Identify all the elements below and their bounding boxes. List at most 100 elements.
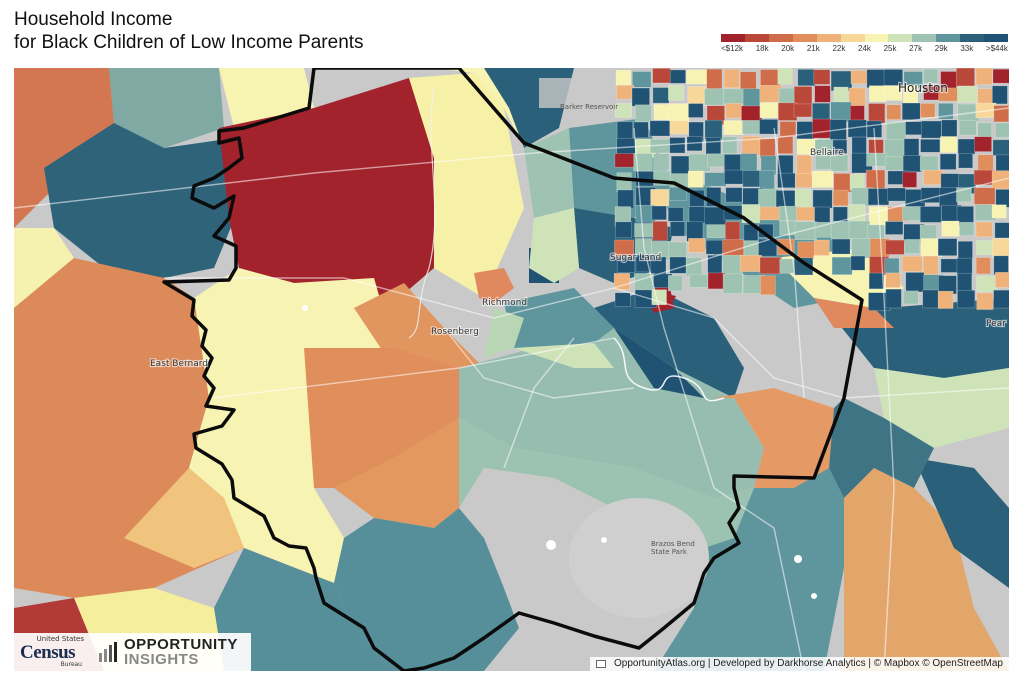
tract <box>885 288 902 309</box>
river <box>408 87 436 339</box>
tract <box>796 121 815 141</box>
tract <box>829 398 934 498</box>
legend-swatch <box>744 34 769 42</box>
tract <box>616 172 632 193</box>
tract <box>514 343 614 368</box>
tract <box>885 121 907 142</box>
legend-label: 33k <box>960 44 974 53</box>
legend-color-bar <box>721 34 1009 42</box>
tract <box>975 68 993 85</box>
tract <box>977 154 994 172</box>
tract <box>851 136 867 156</box>
tract <box>189 268 394 583</box>
river <box>613 337 725 402</box>
tract <box>616 85 635 100</box>
legend-label: 20k <box>781 44 795 53</box>
tract <box>812 102 831 122</box>
partner-logos: United States Census Bureau OPPORTUNITY … <box>14 633 251 671</box>
tract <box>830 101 852 123</box>
tract <box>650 189 670 207</box>
tract <box>124 468 244 568</box>
tract <box>474 268 514 303</box>
tract <box>688 206 708 224</box>
tract <box>669 256 687 274</box>
tract <box>651 205 667 221</box>
tract <box>851 238 871 259</box>
tract <box>920 187 943 203</box>
tract <box>885 272 901 288</box>
tract <box>793 103 812 118</box>
tract <box>653 153 670 171</box>
tract <box>973 187 996 205</box>
tract <box>849 105 865 122</box>
tract <box>814 298 894 328</box>
tract <box>614 292 631 307</box>
tract <box>759 102 779 119</box>
place-label-houston: Houston <box>898 81 948 95</box>
tract <box>632 71 652 88</box>
tract <box>922 255 939 275</box>
tract <box>959 221 975 236</box>
legend-swatch <box>912 34 937 42</box>
tract <box>920 103 936 118</box>
tract <box>654 468 844 671</box>
tract <box>850 255 866 271</box>
legend-swatch <box>864 34 889 42</box>
tract <box>993 255 1009 275</box>
tract <box>940 258 960 273</box>
tract <box>760 275 776 296</box>
tract <box>759 257 782 275</box>
attribution[interactable]: OpportunityAtlas.org | Developed by Dark… <box>589 657 1009 671</box>
tract <box>779 121 797 137</box>
legend-label: 18k <box>755 44 769 53</box>
tract <box>812 189 833 209</box>
tract <box>686 69 709 85</box>
poi-label-barker-reservoir: Barker Reservoir <box>560 103 618 111</box>
tract <box>714 388 834 488</box>
place-label-richmond: Richmond <box>482 298 527 308</box>
tract <box>831 256 853 275</box>
tract <box>615 69 632 86</box>
census-logo-word: Census <box>20 642 76 663</box>
tract <box>669 187 688 201</box>
tract <box>652 68 671 84</box>
tract <box>742 120 762 135</box>
tract <box>759 169 775 191</box>
legend-swatch <box>888 34 913 42</box>
tract <box>652 221 668 241</box>
tract <box>668 84 685 101</box>
tract <box>830 154 849 172</box>
tract <box>937 290 954 309</box>
tract <box>923 68 939 84</box>
tract <box>705 137 722 156</box>
color-legend: <$12k 18k 20k 21k 22k 24k 25k 27k 29k 33k >$44k <box>721 34 1009 53</box>
tract <box>667 275 683 292</box>
tract <box>901 255 923 272</box>
tract <box>704 119 723 140</box>
tract <box>883 69 904 86</box>
title-line-2: for Black Children of Low Income Parents <box>14 32 364 53</box>
tract <box>833 86 849 104</box>
tract <box>991 204 1007 219</box>
tract <box>884 139 906 159</box>
tract <box>868 103 886 124</box>
tract <box>903 138 920 158</box>
choropleth-map[interactable]: Houston Bellaire Sugar Land Richmond Ros… <box>14 68 1009 671</box>
attribution-text[interactable]: OpportunityAtlas.org | Developed by Dark… <box>613 658 1003 669</box>
tract <box>409 73 524 298</box>
map-canvas[interactable]: Houston Bellaire Sugar Land Richmond Ros… <box>14 68 1009 671</box>
tract <box>974 136 992 152</box>
lake <box>811 593 817 599</box>
place-label-pearland: Pear <box>986 319 1006 329</box>
tract <box>812 118 833 139</box>
tract <box>14 68 114 228</box>
lake <box>601 537 607 543</box>
poi-label-brazos-bend-2: State Park <box>651 548 688 556</box>
tract <box>811 170 834 188</box>
tract <box>706 68 723 90</box>
tract <box>687 170 704 188</box>
tract <box>760 69 781 88</box>
legend-label: 24k <box>858 44 871 53</box>
brazos-bend-park-area <box>569 498 709 618</box>
tract <box>219 78 434 298</box>
